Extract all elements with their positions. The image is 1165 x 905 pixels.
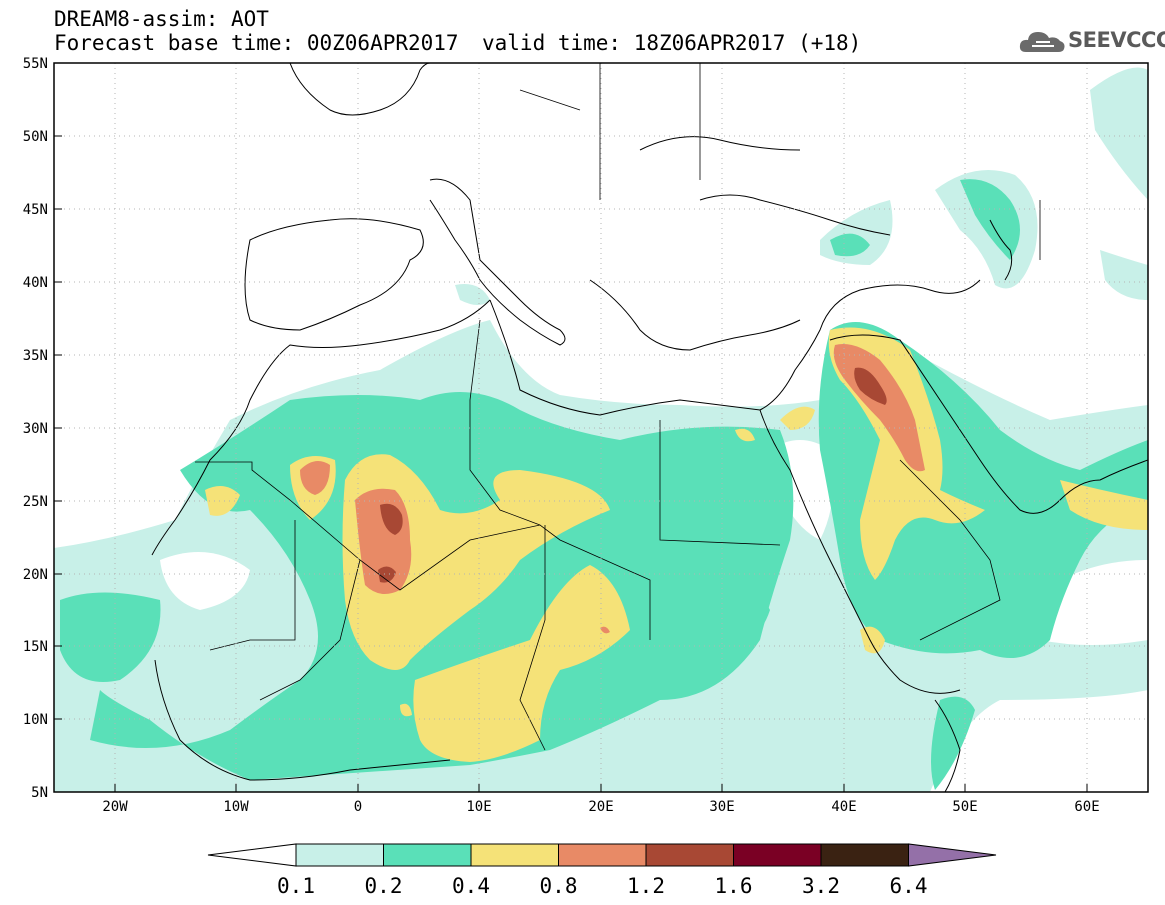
lon-tick-label: 0 bbox=[354, 799, 362, 815]
lat-tick-label: 5N bbox=[31, 785, 48, 801]
colorbar-segment bbox=[295, 843, 384, 867]
lat-tick-label: 45N bbox=[23, 202, 48, 218]
longitude-labels: 20W 10W 0 10E 20E 30E 40E 50E 60E bbox=[102, 799, 1099, 815]
lat-tick-label: 55N bbox=[23, 56, 48, 72]
lat-tick-label: 35N bbox=[23, 348, 48, 364]
lat-tick-label: 15N bbox=[23, 639, 48, 655]
lon-tick-label: 40E bbox=[831, 799, 856, 815]
aot-field bbox=[54, 67, 1148, 792]
lon-tick-label: 30E bbox=[709, 799, 734, 815]
axis-ticks bbox=[54, 62, 1088, 793]
colorbar-label: 3.2 bbox=[802, 874, 840, 898]
colorbar-label: 1.6 bbox=[715, 874, 753, 898]
seevccc-logo: SEEVCCC bbox=[1018, 26, 1165, 56]
colorbar-arrow-left bbox=[207, 843, 297, 867]
latitude-labels: 55N 50N 45N 40N 35N 30N 25N 20N 15N 10N … bbox=[23, 56, 48, 801]
coastlines bbox=[151, 63, 1148, 792]
colorbar-label: 1.2 bbox=[627, 874, 665, 898]
logo-text: SEEVCCC bbox=[1068, 28, 1165, 52]
lat-tick-label: 25N bbox=[23, 494, 48, 510]
lon-tick-label: 20W bbox=[102, 799, 128, 815]
lon-tick-label: 60E bbox=[1074, 799, 1099, 815]
country-borders bbox=[195, 63, 1041, 751]
lat-tick-label: 50N bbox=[23, 129, 48, 145]
map-title: DREAM8-assim: AOT bbox=[54, 7, 269, 31]
colorbar-label: 0.8 bbox=[540, 874, 578, 898]
colorbar: 0.1 0.2 0.4 0.8 1.2 1.6 3.2 6.4 bbox=[207, 843, 997, 898]
lat-tick-label: 40N bbox=[23, 275, 48, 291]
aot-band-1.2-1.6 bbox=[378, 367, 887, 583]
colorbar-segment bbox=[820, 843, 909, 867]
lon-tick-label: 50E bbox=[952, 799, 977, 815]
lon-tick-label: 10W bbox=[223, 799, 249, 815]
colorbar-label: 0.1 bbox=[277, 874, 315, 898]
lat-tick-label: 30N bbox=[23, 421, 48, 437]
colorbar-label: 0.2 bbox=[365, 874, 403, 898]
lat-tick-label: 10N bbox=[23, 712, 48, 728]
valid-time: valid time: 18Z06APR2017 (+18) bbox=[482, 31, 862, 55]
colorbar-label: 6.4 bbox=[890, 874, 928, 898]
colorbar-segment bbox=[645, 843, 734, 867]
colorbar-label: 0.4 bbox=[452, 874, 490, 898]
lat-tick-label: 20N bbox=[23, 567, 48, 583]
forecast-base-time: Forecast base time: 00Z06APR2017 bbox=[54, 31, 459, 55]
colorbar-segment bbox=[470, 843, 559, 867]
lon-tick-label: 10E bbox=[466, 799, 491, 815]
colorbar-segment bbox=[733, 843, 822, 867]
cloud-icon bbox=[1019, 32, 1065, 52]
lon-tick-label: 20E bbox=[588, 799, 613, 815]
colorbar-segment bbox=[383, 843, 472, 867]
colorbar-segment bbox=[558, 843, 647, 867]
colorbar-arrow-right bbox=[908, 843, 997, 867]
